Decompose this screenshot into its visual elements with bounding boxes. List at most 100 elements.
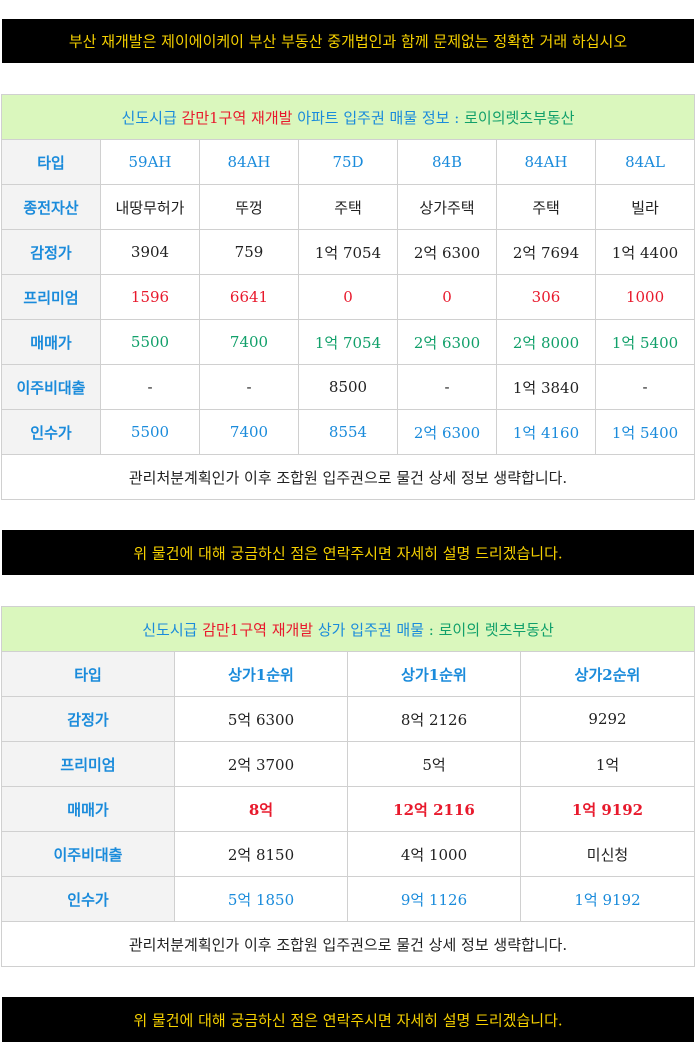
table1-row-type: 타입 59AH 84AH 75D 84B 84AH 84AL [1, 139, 696, 185]
sale-cell: 1억 9192 [520, 786, 695, 832]
asset-cell: 빌라 [594, 184, 696, 230]
row-label: 인수가 [1, 409, 101, 455]
sale-cell: 2억 6300 [397, 319, 497, 365]
loan-cell: 1억 3840 [496, 364, 596, 410]
premium-cell: 1억 [520, 741, 695, 787]
row-label: 매매가 [1, 319, 101, 365]
sale-cell: 2억 8000 [496, 319, 596, 365]
table2-row-takeover: 인수가 5억 1850 9억 1126 1억 9192 [1, 876, 695, 922]
top-banner: 부산 재개발은 제이에이케이 부산 부동산 중개법인과 함께 문제없는 정확한 … [2, 19, 694, 63]
premium-cell: 2억 3700 [174, 741, 348, 787]
row-label: 타입 [1, 651, 175, 697]
appraisal-cell: 3904 [100, 229, 200, 275]
type-cell: 상가1순위 [347, 651, 521, 697]
premium-cell: 5억 [347, 741, 521, 787]
loan-cell: 4억 1000 [347, 831, 521, 877]
bottom-banner-text: 위 물건에 대해 궁금하신 점은 연락주시면 자세히 설명 드리겠습니다. [133, 1011, 563, 1029]
table1-row-sale: 매매가 5500 7400 1억 7054 2억 6300 2억 8000 1억… [1, 319, 696, 365]
appraisal-cell: 8억 2126 [347, 696, 521, 742]
type-cell: 상가2순위 [520, 651, 695, 697]
sale-cell: 12억 2116 [347, 786, 521, 832]
table2-row-sale: 매매가 8억 12억 2116 1억 9192 [1, 786, 695, 832]
row-label: 이주비대출 [1, 364, 101, 410]
store-listing-table: 신도시급 감만1구역 재개발 상가 입주권 매물 : 로이의 렛츠부동산 타입 … [1, 606, 695, 967]
asset-cell: 뚜껑 [199, 184, 299, 230]
row-label: 매매가 [1, 786, 175, 832]
table2-row-type: 타입 상가1순위 상가1순위 상가2순위 [1, 651, 695, 697]
table2-title-row: 신도시급 감만1구역 재개발 상가 입주권 매물 : 로이의 렛츠부동산 [1, 606, 695, 652]
appraisal-cell: 2억 6300 [397, 229, 497, 275]
table1-row-appraisal: 감정가 3904 759 1억 7054 2억 6300 2억 7694 1억 … [1, 229, 696, 275]
table2-row-premium: 프리미엄 2억 3700 5억 1억 [1, 741, 695, 787]
type-cell: 84AH [496, 139, 596, 185]
row-label: 프리미엄 [1, 274, 101, 320]
appraisal-cell: 9292 [520, 696, 695, 742]
takeover-cell: 5억 1850 [174, 876, 348, 922]
premium-cell: 6641 [199, 274, 299, 320]
appraisal-cell: 759 [199, 229, 299, 275]
takeover-cell: 1억 9192 [520, 876, 695, 922]
bottom-banner: 위 물건에 대해 궁금하신 점은 연락주시면 자세히 설명 드리겠습니다. [2, 997, 694, 1042]
appraisal-cell: 1억 4400 [594, 229, 696, 275]
appraisal-cell: 2억 7694 [496, 229, 596, 275]
table1-note-row: 관리처분계획인가 이후 조합원 입주권으로 물건 상세 정보 생략합니다. [0, 454, 696, 500]
middle-banner: 위 물건에 대해 궁금하신 점은 연락주시면 자세히 설명 드리겠습니다. [2, 530, 694, 575]
row-label: 이주비대출 [1, 831, 175, 877]
asset-cell: 내땅무허가 [100, 184, 200, 230]
premium-cell: 306 [496, 274, 596, 320]
asset-cell: 주택 [298, 184, 398, 230]
table2-note-row: 관리처분계획인가 이후 조합원 입주권으로 물건 상세 정보 생략합니다. [1, 921, 695, 967]
type-cell: 84B [397, 139, 497, 185]
row-label: 종전자산 [1, 184, 101, 230]
top-banner-text: 부산 재개발은 제이에이케이 부산 부동산 중개법인과 함께 문제없는 정확한 … [68, 32, 628, 51]
premium-cell: 0 [397, 274, 497, 320]
table2-title: 신도시급 감만1구역 재개발 상가 입주권 매물 : 로이의 렛츠부동산 [1, 606, 695, 652]
takeover-cell: 5500 [100, 409, 200, 455]
table2-note: 관리처분계획인가 이후 조합원 입주권으로 물건 상세 정보 생략합니다. [1, 921, 695, 967]
asset-cell: 상가주택 [397, 184, 497, 230]
sale-cell: 8억 [174, 786, 348, 832]
type-cell: 59AH [100, 139, 200, 185]
row-label: 감정가 [1, 229, 101, 275]
loan-cell: - [100, 364, 200, 410]
sale-cell: 1억 7054 [298, 319, 398, 365]
sale-cell: 1억 5400 [594, 319, 696, 365]
premium-cell: 1596 [100, 274, 200, 320]
takeover-cell: 9억 1126 [347, 876, 521, 922]
loan-cell: - [397, 364, 497, 410]
takeover-cell: 2억 6300 [397, 409, 497, 455]
table2-row-loan: 이주비대출 2억 8150 4억 1000 미신청 [1, 831, 695, 877]
loan-cell: 2억 8150 [174, 831, 348, 877]
takeover-cell: 8554 [298, 409, 398, 455]
type-cell: 84AH [199, 139, 299, 185]
asset-cell: 주택 [496, 184, 596, 230]
sale-cell: 7400 [199, 319, 299, 365]
table1-row-premium: 프리미엄 1596 6641 0 0 306 1000 [1, 274, 696, 320]
middle-banner-text: 위 물건에 대해 궁금하신 점은 연락주시면 자세히 설명 드리겠습니다. [133, 544, 563, 562]
appraisal-cell: 1억 7054 [298, 229, 398, 275]
premium-cell: 1000 [594, 274, 696, 320]
takeover-cell: 1억 5400 [594, 409, 696, 455]
row-label: 프리미엄 [1, 741, 175, 787]
apartment-listing-table: 신도시급 감만1구역 재개발 아파트 입주권 매물 정보 : 로이의렛츠부동산 … [0, 94, 696, 500]
loan-cell: 8500 [298, 364, 398, 410]
table1-title: 신도시급 감만1구역 재개발 아파트 입주권 매물 정보 : 로이의렛츠부동산 [0, 94, 696, 140]
appraisal-cell: 5억 6300 [174, 696, 348, 742]
type-cell: 75D [298, 139, 398, 185]
table1-row-takeover: 인수가 5500 7400 8554 2억 6300 1억 4160 1억 54… [1, 409, 696, 455]
loan-cell: - [199, 364, 299, 410]
table1-title-row: 신도시급 감만1구역 재개발 아파트 입주권 매물 정보 : 로이의렛츠부동산 [0, 94, 696, 140]
loan-cell: - [594, 364, 696, 410]
table1-note: 관리처분계획인가 이후 조합원 입주권으로 물건 상세 정보 생략합니다. [0, 454, 696, 500]
table1-row-asset: 종전자산 내땅무허가 뚜껑 주택 상가주택 주택 빌라 [1, 184, 696, 230]
type-cell: 상가1순위 [174, 651, 348, 697]
type-cell: 84AL [594, 139, 696, 185]
row-label: 타입 [1, 139, 101, 185]
row-label: 감정가 [1, 696, 175, 742]
premium-cell: 0 [298, 274, 398, 320]
table1-row-loan: 이주비대출 - - 8500 - 1억 3840 - [1, 364, 696, 410]
takeover-cell: 7400 [199, 409, 299, 455]
row-label: 인수가 [1, 876, 175, 922]
takeover-cell: 1억 4160 [496, 409, 596, 455]
loan-cell: 미신청 [520, 831, 695, 877]
